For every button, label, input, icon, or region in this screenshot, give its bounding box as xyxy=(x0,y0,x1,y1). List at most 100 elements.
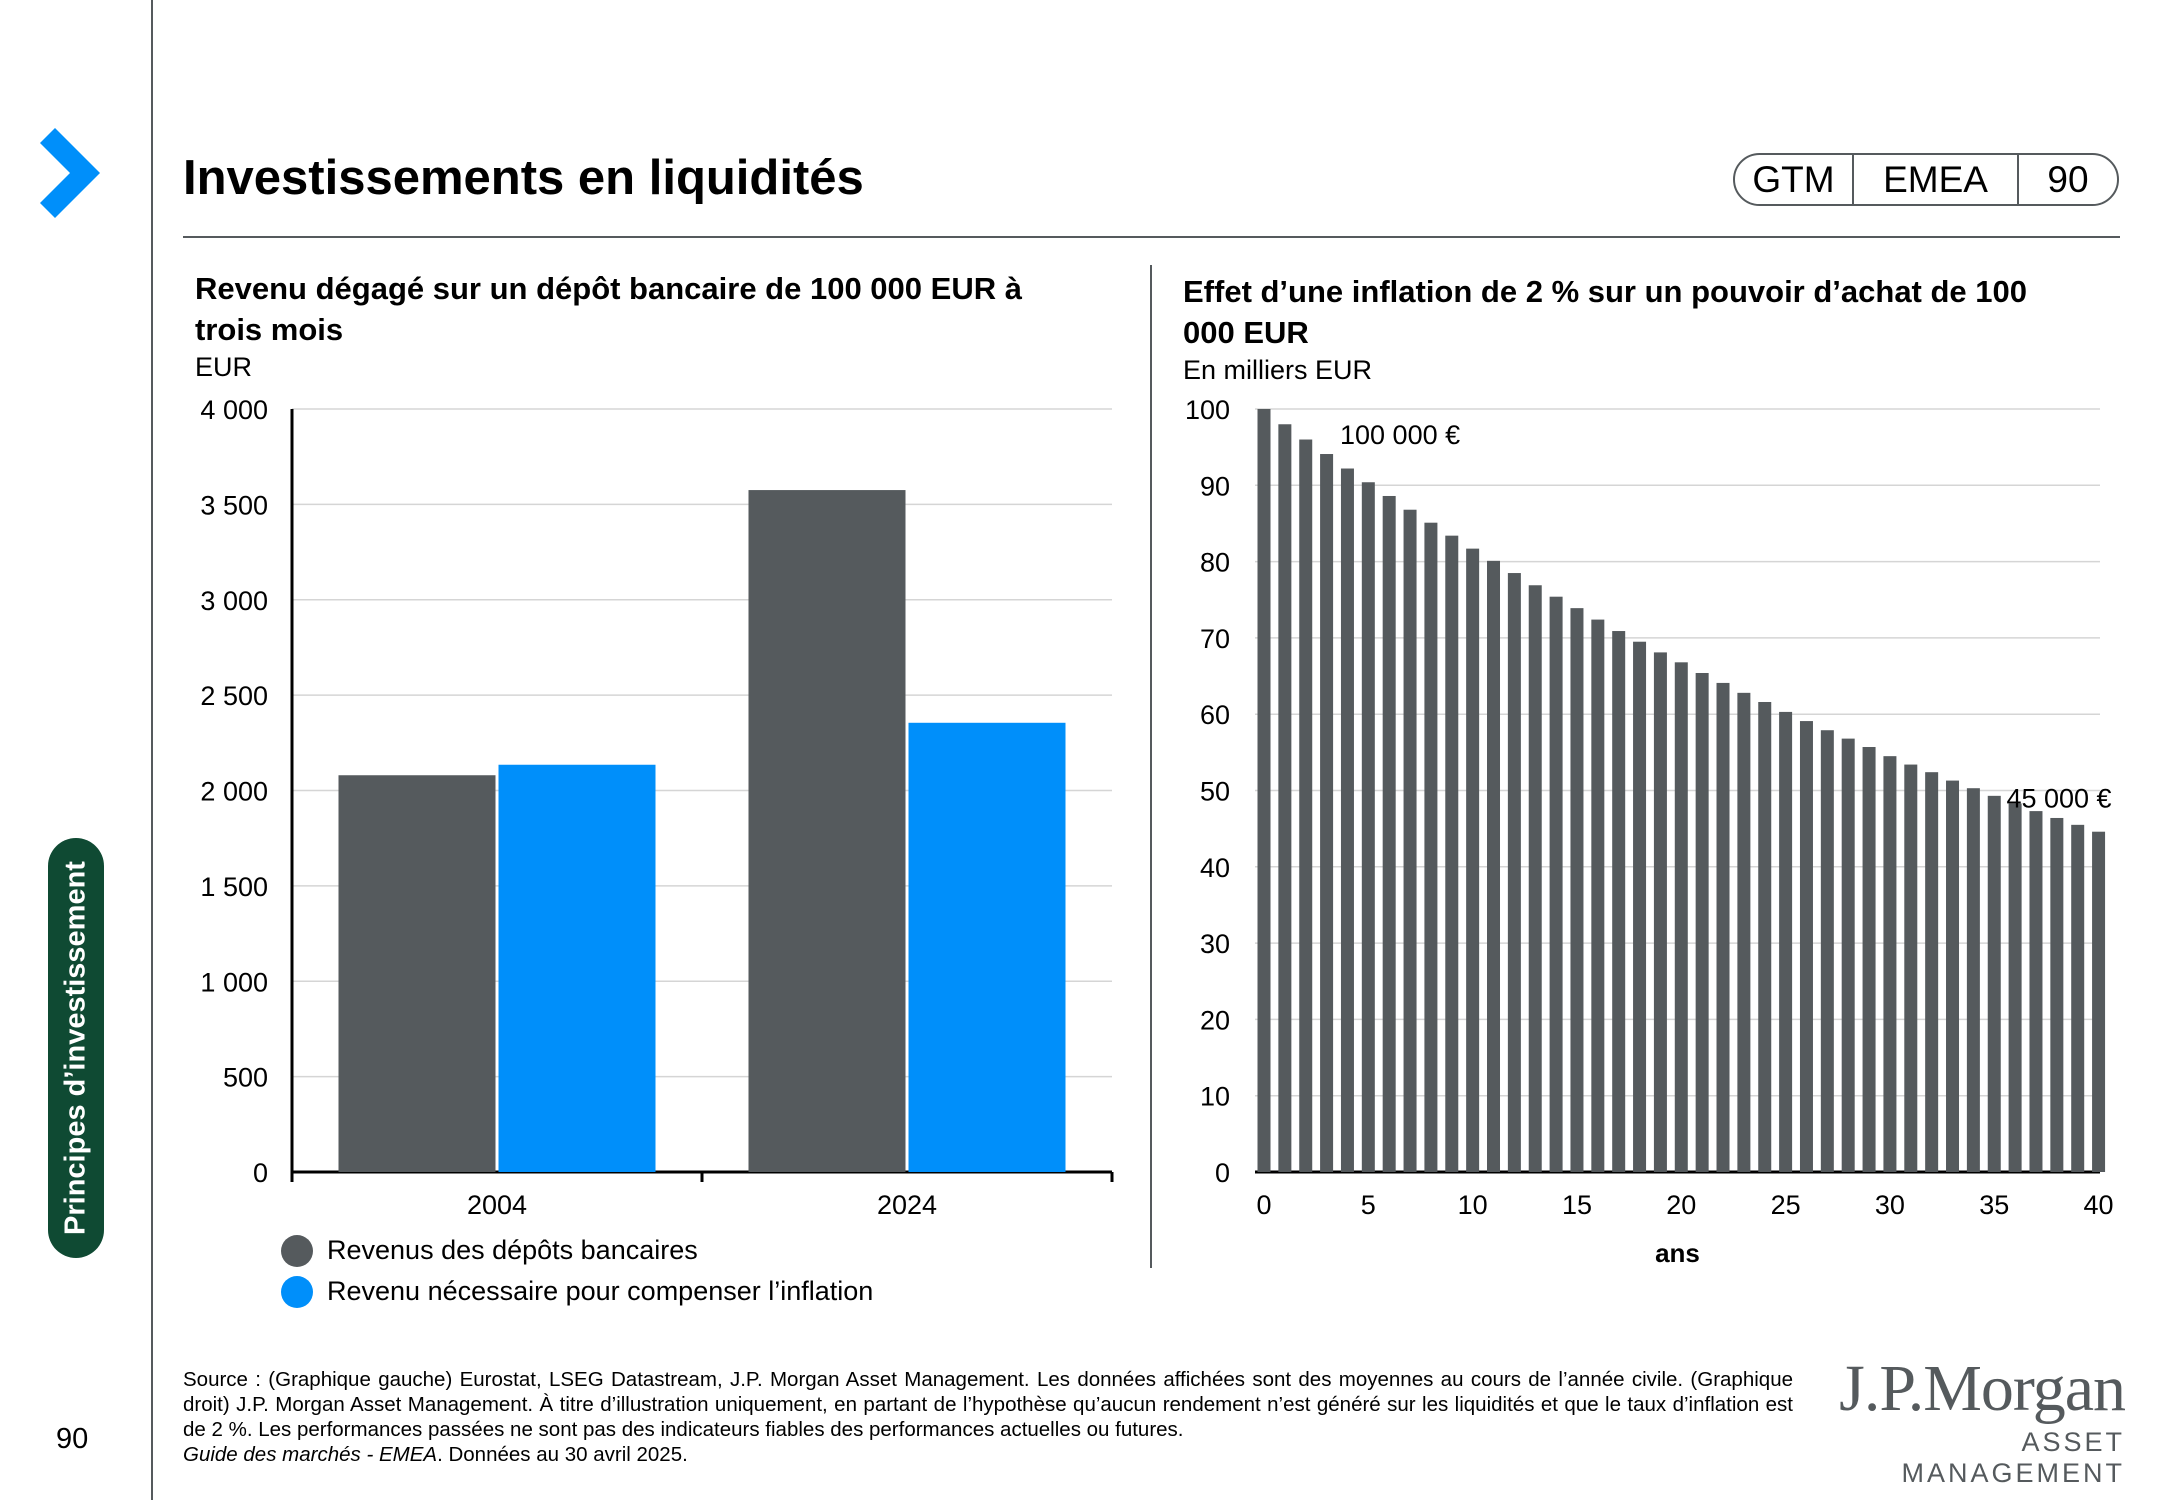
x-tick-label: 30 xyxy=(1875,1190,1905,1220)
bar-year-17 xyxy=(1612,631,1626,1172)
bar-year-34 xyxy=(1966,788,1980,1172)
bar-year-3 xyxy=(1320,454,1334,1173)
x-tick-label: 10 xyxy=(1458,1190,1488,1220)
bar-year-29 xyxy=(1862,747,1876,1172)
bar-year-16 xyxy=(1591,619,1605,1172)
badge-page: 90 xyxy=(2017,155,2117,204)
bar-year-32 xyxy=(1925,772,1939,1172)
footnote-date: . Données au 30 avril 2025. xyxy=(437,1443,688,1466)
bar-year-25 xyxy=(1779,711,1793,1172)
bar-year-2 xyxy=(1299,439,1313,1172)
footnote-source: Source : (Graphique gauche) Eurostat, LS… xyxy=(183,1368,1793,1441)
title-rule xyxy=(183,236,2120,238)
y-tick-label: 50 xyxy=(1200,777,1230,807)
x-tick-label: 5 xyxy=(1361,1190,1376,1220)
y-tick-label: 2 000 xyxy=(200,777,268,807)
legend-label: Revenu nécessaire pour compenser l’infla… xyxy=(327,1276,874,1306)
bar-year-4 xyxy=(1340,468,1354,1172)
badge-gtm: GTM xyxy=(1752,158,1835,200)
bar-year-27 xyxy=(1820,730,1834,1172)
y-tick-label: 0 xyxy=(253,1158,268,1188)
bar-year-23 xyxy=(1737,692,1751,1172)
x-tick-label: 35 xyxy=(1979,1190,2009,1220)
x-tick-label: 25 xyxy=(1771,1190,1801,1220)
guide-badge: GTM EMEA 90 xyxy=(1733,153,2119,206)
bar-year-33 xyxy=(1946,780,1960,1172)
left-chart-title: Revenu dégagé sur un dépôt bancaire de 1… xyxy=(195,271,1022,347)
right-chart-unit: En milliers EUR xyxy=(1183,355,1373,385)
x-tick-label: 2004 xyxy=(467,1190,527,1220)
footnote: Source : (Graphique gauche) Eurostat, LS… xyxy=(183,1367,1793,1467)
legend-swatch-gray xyxy=(281,1234,313,1267)
chevron-right-icon xyxy=(40,128,100,218)
right-bar-chart: 0 10 20 30 40 50 60 70 80 90 100 0 5 10 15 20 25 30 35 40 an… xyxy=(1185,395,2114,1268)
x-tick-label: 20 xyxy=(1666,1190,1696,1220)
logo-wordmark: J.P.Morgan xyxy=(1839,1352,2126,1425)
x-tick-label: 15 xyxy=(1562,1190,1592,1220)
bar-year-19 xyxy=(1653,652,1667,1172)
bar-year-18 xyxy=(1633,641,1647,1172)
side-tab[interactable]: Principes d’investissement xyxy=(48,838,104,1258)
logo-subtitle: ASSET MANAGEMENT xyxy=(1901,1427,2125,1488)
bar-year-7 xyxy=(1403,509,1417,1172)
bar-year-39 xyxy=(2071,824,2085,1172)
bar-year-30 xyxy=(1883,756,1897,1172)
y-tick-label: 4 000 xyxy=(200,395,268,425)
y-tick-label: 40 xyxy=(1200,853,1230,883)
bar-year-10 xyxy=(1466,548,1480,1172)
bar-year-26 xyxy=(1799,721,1813,1172)
bar-year-9 xyxy=(1445,535,1459,1172)
y-tick-label: 90 xyxy=(1200,471,1230,501)
y-tick-label: 500 xyxy=(223,1063,268,1093)
bar-year-36 xyxy=(2008,803,2022,1172)
bar-year-6 xyxy=(1382,495,1396,1172)
bar-year-37 xyxy=(2029,811,2043,1172)
right-chart-title: Effet d’une inflation de 2 % sur un pouv… xyxy=(1183,274,2028,350)
x-tick-label: 0 xyxy=(1256,1190,1271,1220)
y-tick-label: 70 xyxy=(1200,624,1230,654)
y-tick-label: 20 xyxy=(1200,1005,1230,1035)
bar-year-13 xyxy=(1528,585,1542,1172)
legend-swatch-blue xyxy=(281,1275,313,1308)
y-tick-label: 30 xyxy=(1200,929,1230,959)
annotation-start: 100 000 € xyxy=(1340,420,1460,450)
y-tick-label: 100 xyxy=(1185,395,1230,425)
column-divider xyxy=(1150,265,1152,1268)
page-number: 90 xyxy=(56,1423,89,1455)
y-tick-label: 3 500 xyxy=(200,490,268,520)
bar-year-0 xyxy=(1257,409,1271,1172)
jpmorgan-logo: J.P.Morgan ASSET MANAGEMENT xyxy=(1830,1352,2126,1489)
bar-year-5 xyxy=(1361,482,1375,1172)
y-tick-label: 1 000 xyxy=(200,967,268,997)
badge-region: EMEA xyxy=(1852,155,2017,204)
bar-year-40 xyxy=(2092,831,2106,1172)
y-tick-label: 3 000 xyxy=(200,586,268,616)
y-tick-label: 80 xyxy=(1200,548,1230,578)
y-tick-label: 1 500 xyxy=(200,872,268,902)
bar-year-22 xyxy=(1716,682,1730,1172)
legend-item-inflation: Revenu nécessaire pour compenser l’infla… xyxy=(281,1271,873,1312)
x-axis-title: ans xyxy=(1655,1238,1700,1268)
bar-2024-series-2 xyxy=(908,722,1066,1172)
bar-2004-series-2 xyxy=(498,764,656,1172)
x-tick-label: 40 xyxy=(2084,1190,2114,1220)
bar-year-24 xyxy=(1758,701,1772,1172)
y-tick-label: 60 xyxy=(1200,700,1230,730)
x-tick-label: 2024 xyxy=(877,1190,937,1220)
bar-year-38 xyxy=(2050,817,2064,1172)
bar-year-1 xyxy=(1278,424,1292,1172)
page-title: Investissements en liquidités xyxy=(183,151,864,205)
left-chart-unit: EUR xyxy=(195,352,253,382)
left-bar-chart: 0 500 1 000 1 500 2 000 2 500 3 000 3 500 4 000 2… xyxy=(200,395,1114,1220)
y-tick-label: 0 xyxy=(1215,1158,1230,1188)
y-tick-label: 10 xyxy=(1200,1082,1230,1112)
legend-label: Revenus des dépôts bancaires xyxy=(327,1235,698,1265)
bar-year-8 xyxy=(1424,522,1438,1172)
annotation-end: 45 000 € xyxy=(2006,784,2111,814)
bar-year-12 xyxy=(1507,573,1521,1172)
bar-2024-series-1 xyxy=(748,490,906,1173)
footnote-guide: Guide des marchés - EMEA xyxy=(183,1443,438,1466)
bar-year-28 xyxy=(1841,738,1855,1172)
left-chart-legend: Revenus des dépôts bancaires Revenu néce… xyxy=(281,1230,873,1312)
bar-year-21 xyxy=(1695,672,1709,1172)
